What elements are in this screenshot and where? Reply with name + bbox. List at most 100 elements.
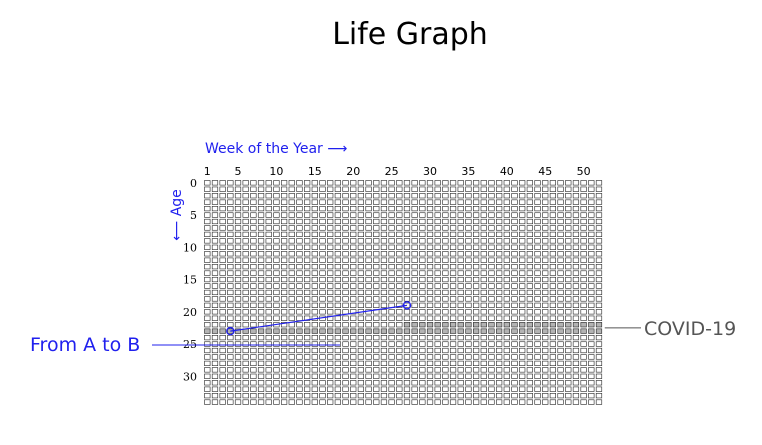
week-box	[350, 386, 357, 392]
week-box	[227, 341, 234, 347]
week-box	[234, 186, 242, 192]
week-box	[580, 264, 587, 270]
week-box	[234, 244, 242, 250]
week-box	[296, 283, 303, 289]
week-box	[496, 276, 503, 283]
week-box	[526, 380, 533, 386]
week-box	[280, 264, 288, 270]
week-box	[426, 193, 434, 199]
week-box	[365, 334, 372, 341]
week-box	[465, 334, 472, 341]
week-box	[442, 367, 449, 373]
week-box	[426, 257, 434, 263]
week-box	[426, 283, 434, 289]
week-box	[250, 257, 257, 263]
week-box	[204, 238, 211, 244]
week-box	[380, 206, 388, 212]
week-box	[234, 180, 242, 186]
week-box	[250, 322, 257, 328]
week-box	[580, 393, 587, 399]
week-box	[557, 328, 564, 334]
week-box	[250, 309, 257, 315]
week-box	[304, 373, 311, 379]
week-box	[311, 373, 318, 379]
week-box	[403, 289, 411, 296]
week-box	[511, 257, 518, 263]
week-box	[296, 315, 303, 321]
week-box	[257, 347, 265, 354]
week-box	[334, 393, 341, 399]
week-box	[357, 302, 365, 308]
week-box	[557, 218, 564, 225]
week-box	[403, 244, 411, 250]
week-box	[519, 341, 526, 347]
week-box	[219, 225, 226, 231]
week-box	[304, 399, 311, 405]
week-box	[580, 367, 587, 373]
week-box	[488, 225, 495, 231]
week-box	[380, 347, 388, 354]
week-box	[488, 386, 495, 392]
week-box	[449, 218, 457, 225]
week-box	[327, 315, 334, 321]
week-box	[357, 180, 365, 186]
week-box	[219, 180, 226, 186]
week-box	[227, 264, 234, 270]
week-box	[288, 347, 295, 354]
week-box	[296, 212, 303, 218]
week-box	[588, 373, 595, 379]
week-box	[519, 244, 526, 250]
week-box	[403, 212, 411, 218]
week-box	[588, 341, 595, 347]
week-box	[211, 257, 219, 263]
week-box	[373, 302, 380, 308]
week-box	[403, 328, 411, 334]
week-box	[265, 212, 272, 218]
week-box	[549, 199, 556, 205]
week-box	[250, 334, 257, 341]
week-box	[327, 244, 334, 250]
week-box	[426, 360, 434, 367]
week-box	[319, 360, 326, 367]
week-box	[219, 218, 226, 225]
week-box	[519, 296, 526, 302]
week-box	[373, 244, 380, 250]
week-box	[350, 373, 357, 379]
week-box	[227, 231, 234, 238]
week-box	[595, 386, 603, 392]
week-box	[342, 347, 349, 354]
week-box	[250, 393, 257, 399]
week-box	[403, 367, 411, 373]
week-box	[442, 399, 449, 405]
week-tick-label: 20	[346, 165, 360, 178]
week-box	[519, 380, 526, 386]
week-box	[480, 360, 487, 367]
week-box	[434, 367, 441, 373]
week-box	[595, 251, 603, 257]
week-box	[380, 193, 388, 199]
week-box	[465, 341, 472, 347]
week-box	[350, 328, 357, 334]
week-box	[211, 347, 219, 354]
week-box	[496, 218, 503, 225]
week-box	[511, 334, 518, 341]
week-box	[380, 360, 388, 367]
week-box	[373, 334, 380, 341]
week-box	[373, 289, 380, 296]
week-box	[411, 283, 418, 289]
week-box	[449, 296, 457, 302]
week-box	[219, 289, 226, 296]
week-box	[250, 186, 257, 192]
week-box	[511, 341, 518, 347]
week-box	[496, 367, 503, 373]
week-box	[572, 393, 580, 399]
week-box	[572, 283, 580, 289]
week-box	[557, 225, 564, 231]
week-box	[449, 373, 457, 379]
week-box	[234, 225, 242, 231]
week-box	[580, 199, 587, 205]
week-box	[265, 199, 272, 205]
week-box	[265, 360, 272, 367]
week-box	[465, 199, 472, 205]
week-box	[388, 393, 395, 399]
